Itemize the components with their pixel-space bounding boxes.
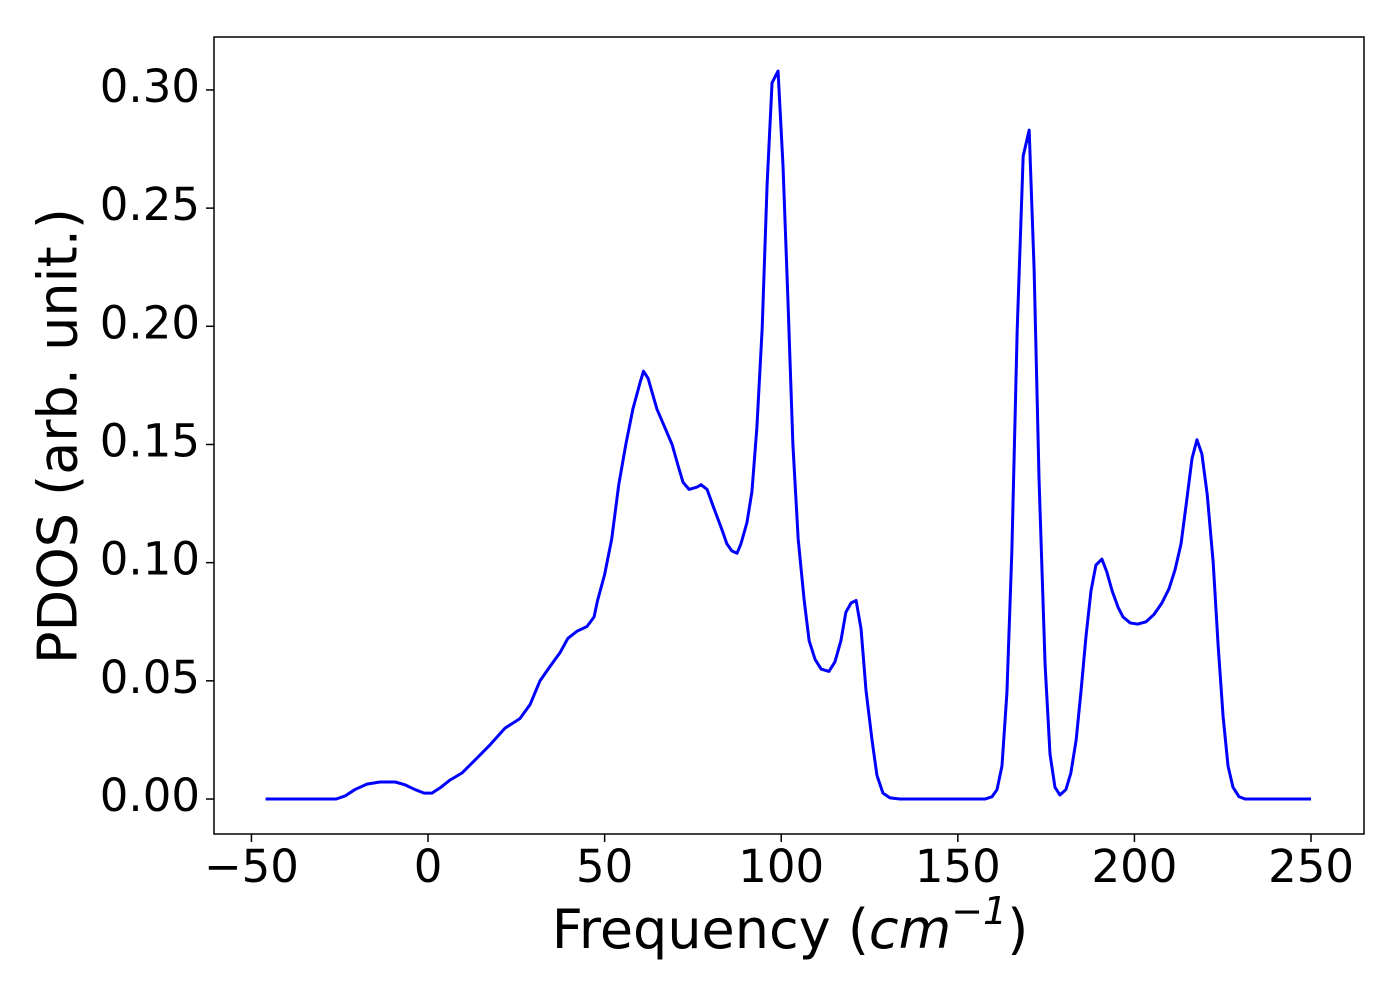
y-tick-label: 0.20 <box>100 296 200 349</box>
y-tick-label: 0.05 <box>100 651 200 704</box>
y-tick-label: 0.15 <box>100 414 200 467</box>
data-line <box>265 69 1312 801</box>
x-tick-label: 100 <box>738 840 824 893</box>
y-tick-label: 0.30 <box>100 60 200 113</box>
x-tick-label: 250 <box>1268 840 1354 893</box>
x-axis-label: Frequency (cm−1) <box>552 889 1029 961</box>
x-tick-label: −50 <box>204 840 299 893</box>
x-tick-label: 200 <box>1091 840 1177 893</box>
y-axis-label: PDOS (arb. unit.) <box>27 208 90 664</box>
plot-frame <box>213 36 1365 835</box>
y-tick-label: 0.10 <box>100 533 200 586</box>
y-tick-label: 0.25 <box>100 178 200 231</box>
x-tick-label: 0 <box>414 840 443 893</box>
x-tick-label: 150 <box>915 840 1001 893</box>
x-tick-label: 50 <box>576 840 633 893</box>
y-tick-label: 0.00 <box>100 769 200 822</box>
